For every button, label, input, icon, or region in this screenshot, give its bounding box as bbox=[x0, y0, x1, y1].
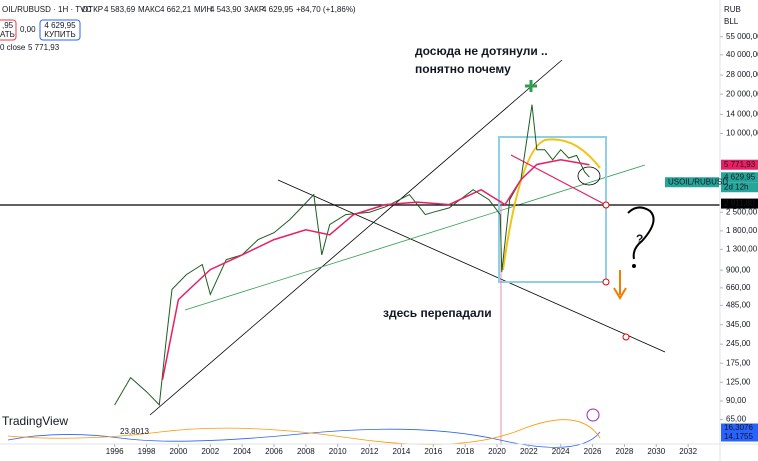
x-tick-label: 2006 bbox=[265, 447, 283, 456]
x-tick-label: 2010 bbox=[329, 447, 347, 456]
high-label: МАКС bbox=[138, 5, 161, 14]
x-tick-label: 2004 bbox=[233, 447, 251, 456]
y-tick-label: 175,00 bbox=[726, 358, 751, 367]
y-tick-label: 245,00 bbox=[726, 339, 751, 348]
x-tick-label: 2018 bbox=[456, 447, 474, 456]
y-tick-label: 14 000,00 bbox=[726, 110, 758, 119]
indicator-legend: 23,8013 bbox=[120, 427, 149, 436]
ma-value: 5 771,93 bbox=[28, 43, 60, 52]
price-tag bbox=[721, 159, 758, 170]
sell-button[interactable] bbox=[0, 19, 17, 41]
y-tick-label: 55 000,00 bbox=[726, 32, 758, 41]
spread: 0,00 bbox=[20, 25, 36, 34]
trend-line bbox=[149, 59, 563, 416]
low-label: МИН bbox=[194, 5, 212, 14]
x-tick-label: 2026 bbox=[584, 447, 602, 456]
y-tick-label: 660,00 bbox=[726, 283, 751, 292]
price-line bbox=[114, 104, 590, 407]
y-tick-label: 20 000,00 bbox=[726, 89, 758, 98]
x-tick-label: 2016 bbox=[424, 447, 442, 456]
close: 4 629,95 bbox=[262, 5, 294, 14]
currency: RUB bbox=[724, 5, 741, 14]
question-mark bbox=[627, 206, 655, 260]
x-tick-label: 2020 bbox=[488, 447, 506, 456]
x-tick-label: 2024 bbox=[552, 447, 570, 456]
price-tag bbox=[721, 198, 758, 209]
indicator-tag-bg bbox=[721, 423, 758, 433]
arrow bbox=[613, 270, 627, 300]
y-tick-label: 90,00 bbox=[726, 396, 747, 405]
trend-line bbox=[184, 164, 646, 311]
x-tick-label: 1996 bbox=[106, 447, 124, 456]
annotation: досюда не дотянули .. bbox=[415, 44, 548, 58]
x-tick-label: 2000 bbox=[170, 447, 188, 456]
ma-legend: 0 close bbox=[0, 43, 26, 52]
x-tick-label: 2008 bbox=[297, 447, 315, 456]
x-tick-label: 2022 bbox=[520, 447, 538, 456]
y-tick-label: 65,00 bbox=[726, 415, 747, 424]
indicator-tag-bg bbox=[721, 432, 758, 442]
point bbox=[602, 201, 610, 209]
change: +84,70 (+1,86%) bbox=[296, 5, 356, 14]
question-dot bbox=[632, 264, 636, 268]
symbol-tag-bg bbox=[665, 177, 719, 188]
price-tag-label: 5 771,93 bbox=[724, 160, 756, 169]
annotation: здесь перепадали bbox=[383, 306, 492, 320]
y-tick-label: 2 500,00 bbox=[726, 207, 758, 216]
x-tick-label: 2028 bbox=[616, 447, 634, 456]
x-tick-label: 2032 bbox=[679, 447, 697, 456]
point bbox=[602, 278, 610, 286]
symbol-tag: USOIL/RUBUSD bbox=[668, 177, 728, 186]
price-tag-label: 4 629,95 bbox=[724, 172, 756, 181]
indicator-tag: 16,3076 bbox=[724, 423, 753, 432]
countdown-bg bbox=[721, 182, 758, 193]
annotation: ? bbox=[636, 232, 643, 246]
fall-line bbox=[510, 154, 607, 206]
x-tick-label: 2002 bbox=[201, 447, 219, 456]
countdown: 2d 12h bbox=[724, 182, 748, 191]
drawings bbox=[0, 59, 720, 448]
arc bbox=[502, 138, 601, 271]
low: 4 543,90 bbox=[210, 5, 242, 14]
x-tick-label: 2030 bbox=[647, 447, 665, 456]
buy[interactable]: КУПИТЬ bbox=[44, 30, 75, 39]
x-tick-label: 2014 bbox=[393, 447, 411, 456]
y-tick-label: 40 000,00 bbox=[726, 50, 758, 59]
y-tick-label: 10 000,00 bbox=[726, 129, 758, 138]
x-tick-label: 1998 bbox=[138, 447, 156, 456]
y-tick-label: 345,00 bbox=[726, 320, 751, 329]
high: 4 662,21 bbox=[160, 5, 192, 14]
y-tick-label: 28 000,00 bbox=[726, 70, 758, 79]
y-tick-label: 485,00 bbox=[726, 300, 751, 309]
price-tag-label: 2 911,80 bbox=[724, 199, 755, 208]
y-tick-label: 1 800,00 bbox=[726, 226, 758, 235]
price-tag bbox=[721, 172, 758, 183]
open: 4 583,69 bbox=[104, 5, 136, 14]
trend-line bbox=[277, 179, 666, 353]
unit: BLL bbox=[724, 17, 739, 26]
circle bbox=[577, 166, 601, 186]
y-tick-label: 900,00 bbox=[726, 265, 751, 274]
buy-button[interactable] bbox=[39, 19, 81, 41]
point bbox=[622, 333, 630, 341]
event-icon bbox=[586, 408, 600, 422]
indicator-line bbox=[7, 419, 601, 445]
box bbox=[498, 136, 607, 283]
y-tick-label: 125,00 bbox=[726, 377, 751, 386]
sell-price[interactable]: ,95 bbox=[2, 21, 14, 30]
cross bbox=[525, 80, 537, 92]
sell[interactable]: АТЬ bbox=[0, 30, 15, 39]
y-tick-label: 1 300,00 bbox=[726, 244, 758, 253]
symbol: OIL/RUBUSD · 1H · TVC bbox=[2, 5, 91, 14]
ma-line bbox=[161, 159, 590, 380]
indicator-tag: 14,1755 bbox=[724, 432, 753, 441]
open-label: ОТКР bbox=[82, 5, 103, 14]
x-tick-label: 2012 bbox=[361, 447, 379, 456]
watermark: TradingView bbox=[2, 414, 68, 428]
annotation: понятно почему bbox=[415, 62, 511, 76]
buy-price[interactable]: 4 629,95 bbox=[44, 21, 76, 30]
close-label: ЗАКР bbox=[244, 5, 264, 14]
